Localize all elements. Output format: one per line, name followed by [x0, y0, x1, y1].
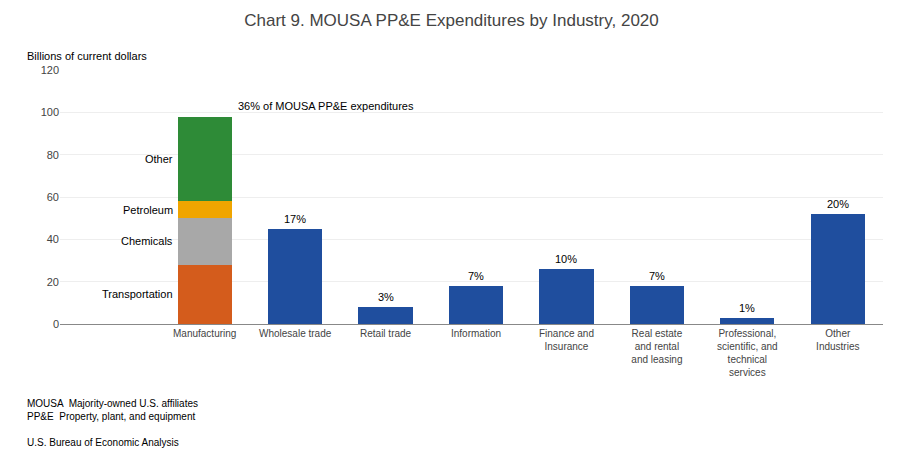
- svg-text:0: 0: [53, 318, 59, 330]
- svg-text:Manufacturing: Manufacturing: [173, 328, 236, 339]
- svg-text:60: 60: [47, 191, 59, 203]
- svg-text:OtherIndustries: OtherIndustries: [816, 328, 859, 352]
- svg-text:20%: 20%: [827, 198, 849, 210]
- svg-text:3%: 3%: [378, 291, 394, 303]
- svg-text:Chemicals: Chemicals: [121, 235, 173, 247]
- svg-text:10%: 10%: [555, 253, 577, 265]
- svg-text:40: 40: [47, 233, 59, 245]
- svg-text:7%: 7%: [649, 270, 665, 282]
- svg-text:MOUSA Majority-owned U.S. aff: MOUSA Majority-owned U.S. affiliatesPP&E…: [27, 398, 198, 448]
- svg-text:Real estateand rentaland leasi: Real estateand rentaland leasing: [631, 328, 682, 365]
- svg-text:Billions of current dollars: Billions of current dollars: [27, 50, 147, 62]
- svg-text:80: 80: [47, 149, 59, 161]
- svg-text:Finance andInsurance: Finance andInsurance: [539, 328, 594, 352]
- svg-text:100: 100: [41, 106, 59, 118]
- svg-text:Chart 9. MOUSA PP&E Expenditur: Chart 9. MOUSA PP&E Expenditures by Indu…: [244, 11, 659, 30]
- svg-text:1%: 1%: [739, 302, 755, 314]
- svg-text:Transportation: Transportation: [102, 288, 173, 300]
- svg-text:17%: 17%: [284, 213, 306, 225]
- svg-text:120: 120: [41, 64, 59, 76]
- svg-text:Wholesale trade: Wholesale trade: [259, 328, 332, 339]
- svg-text:Petroleum: Petroleum: [123, 204, 173, 216]
- svg-text:Retail trade: Retail trade: [360, 328, 412, 339]
- svg-text:Professional,scientific, andte: Professional,scientific, andtechnicalser…: [717, 328, 778, 378]
- svg-text:36% of MOUSA PP&E expenditures: 36% of MOUSA PP&E expenditures: [238, 100, 414, 112]
- svg-text:Other: Other: [145, 153, 173, 165]
- svg-text:20: 20: [47, 276, 59, 288]
- svg-text:Information: Information: [451, 328, 501, 339]
- svg-text:7%: 7%: [468, 270, 484, 282]
